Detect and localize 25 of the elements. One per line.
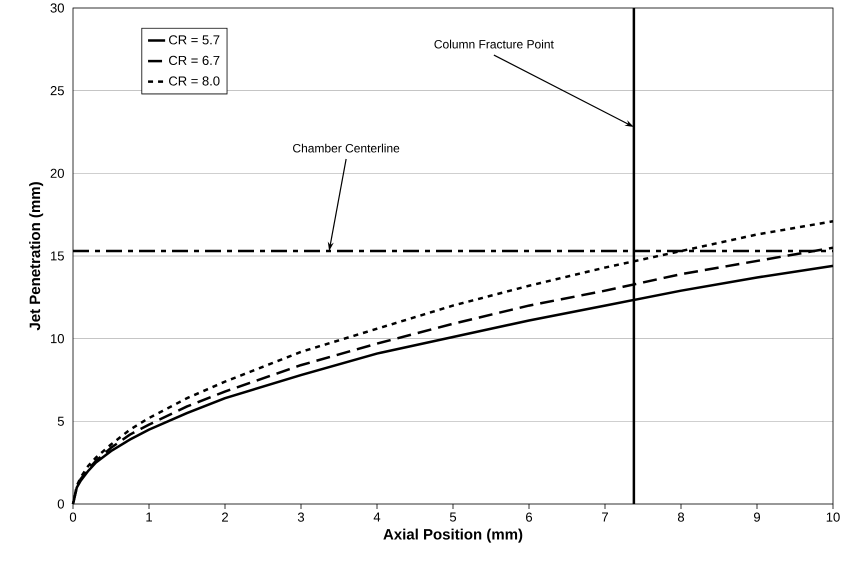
x-tick-label: 4 [374, 512, 380, 522]
x-tick-label: 9 [754, 512, 760, 522]
x-tick-label: 3 [298, 512, 304, 522]
y-tick-label: 30 [50, 3, 64, 13]
legend-label: CR = 5.7 [169, 35, 220, 44]
y-tick-label: 20 [50, 168, 64, 178]
x-axis-title: Axial Position (mm) [383, 528, 522, 543]
y-tick-label: 10 [51, 334, 64, 344]
x-tick-label: 2 [222, 512, 228, 522]
annotation: Column Fracture Point [434, 40, 554, 48]
legend-label: CR = 8.0 [169, 76, 220, 86]
x-tick-label: 1 [146, 512, 152, 522]
x-tick-label: 6 [526, 512, 532, 522]
y-tick-label: 5 [58, 416, 64, 426]
y-tick-label: 25 [50, 86, 64, 96]
x-tick-label: 10 [826, 512, 840, 522]
x-tick-label: 7 [602, 512, 608, 522]
annotation: Chamber Centerline [293, 144, 400, 152]
y-tick-label: 0 [58, 499, 64, 509]
x-tick-label: 0 [70, 512, 76, 522]
y-axis-title: Jet Penetration (mm) [29, 182, 44, 330]
x-tick-label: 5 [450, 512, 456, 522]
legend-label: CR = 6.7 [169, 56, 220, 66]
y-tick-label: 15 [51, 251, 64, 261]
x-tick-label: 8 [678, 512, 684, 522]
